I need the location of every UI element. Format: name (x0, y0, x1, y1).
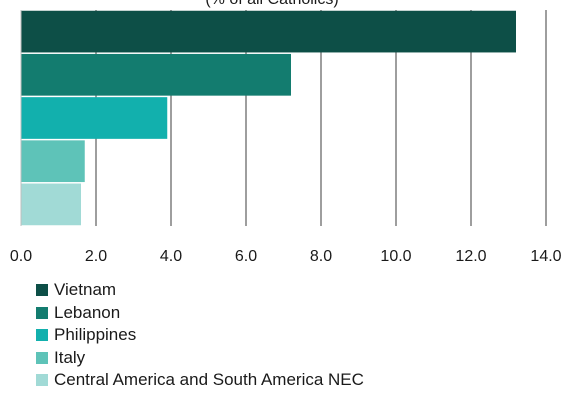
x-tick-label: 2.0 (85, 248, 107, 265)
x-tick-label: 12.0 (455, 248, 486, 265)
chart-subtitle: (% of all Catholics) (205, 0, 338, 8)
x-tick-label: 10.0 (380, 248, 411, 265)
x-tick-label: 4.0 (160, 248, 182, 265)
x-tick-label: 6.0 (235, 248, 257, 265)
bar-philippines (21, 97, 168, 139)
bar-vietnam (21, 10, 516, 53)
legend-label: Italy (54, 347, 86, 367)
bar-italy (21, 140, 85, 183)
legend-item: Italy (36, 347, 364, 370)
legend-swatch (36, 351, 48, 364)
x-tick-label: 0.0 (10, 248, 32, 265)
bar-central-america-and-south-america-nec (21, 183, 81, 226)
legend-item: Vietnam (36, 279, 364, 302)
legend-swatch (36, 374, 48, 387)
x-tick-label: 14.0 (530, 248, 561, 265)
legend-label: Philippines (54, 325, 137, 345)
legend-swatch (36, 306, 48, 319)
legend-label: Vietnam (54, 280, 117, 300)
legend-item: Central America and South America NEC (36, 369, 364, 392)
x-tick-label: 8.0 (310, 248, 332, 265)
legend-swatch (36, 329, 48, 342)
x-axis-tick-labels: 0.0 2.0 4.0 6.0 8.0 10.0 12.0 14.0 (10, 248, 562, 265)
bar-lebanon (21, 53, 291, 96)
legend: Vietnam Lebanon Philippines Italy Central Am… (36, 279, 364, 392)
bars (21, 10, 516, 226)
legend-item: Lebanon (36, 302, 364, 325)
legend-label: Lebanon (54, 302, 121, 322)
legend-item: Philippines (36, 324, 364, 347)
legend-swatch (36, 284, 48, 297)
legend-label: Central America and South America NEC (54, 370, 364, 390)
